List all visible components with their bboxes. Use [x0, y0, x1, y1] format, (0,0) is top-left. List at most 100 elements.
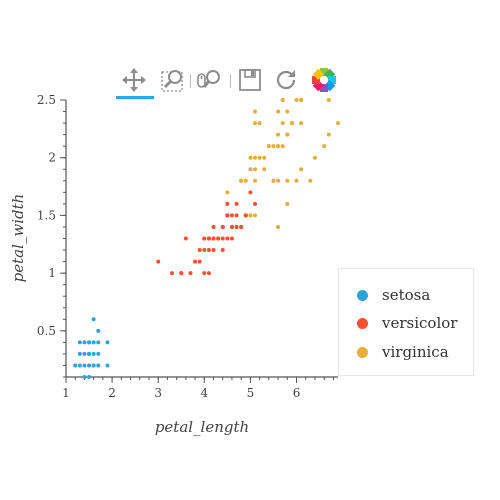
- save-tool-button[interactable]: [236, 66, 264, 94]
- point-setosa: [77, 340, 82, 345]
- point-versicolor: [220, 236, 225, 241]
- point-virginica: [253, 178, 258, 183]
- save-icon: [239, 69, 261, 91]
- point-virginica: [276, 132, 281, 137]
- point-versicolor: [243, 213, 248, 218]
- point-virginica: [276, 109, 281, 114]
- point-virginica: [253, 121, 258, 126]
- point-versicolor: [229, 213, 234, 218]
- point-virginica: [312, 155, 317, 160]
- y-tick-label: 1.5: [37, 208, 56, 222]
- point-virginica: [271, 144, 276, 149]
- point-versicolor: [202, 271, 207, 276]
- point-virginica: [299, 98, 304, 102]
- point-virginica: [248, 167, 253, 172]
- x-tick-label: 6: [293, 386, 301, 400]
- point-versicolor: [211, 248, 216, 253]
- point-virginica: [248, 213, 253, 218]
- reset-tool-button[interactable]: [272, 66, 300, 94]
- point-virginica: [225, 190, 230, 195]
- legend-item-setosa[interactable]: setosa: [357, 284, 430, 306]
- y-tick-label: 2: [48, 151, 56, 165]
- x-axis-label: petal_length: [155, 418, 249, 436]
- point-versicolor: [225, 213, 230, 218]
- legend-item-versicolor[interactable]: versicolor: [357, 312, 457, 334]
- x-tick-label: 5: [247, 386, 255, 400]
- bokeh-logo-icon: [312, 68, 336, 92]
- point-virginica: [280, 121, 285, 126]
- point-virginica: [336, 121, 340, 126]
- point-virginica: [294, 178, 299, 183]
- x-tick-label: 4: [200, 386, 208, 400]
- point-versicolor: [248, 190, 253, 195]
- toolbar-divider: [190, 74, 191, 88]
- point-setosa: [73, 363, 78, 368]
- point-versicolor: [179, 271, 184, 276]
- point-setosa: [87, 340, 92, 345]
- point-versicolor: [234, 213, 239, 218]
- point-versicolor: [229, 236, 234, 241]
- point-versicolor: [197, 248, 202, 253]
- point-versicolor: [197, 259, 202, 264]
- toolbar-divider: [230, 74, 231, 88]
- point-virginica: [262, 155, 267, 160]
- point-setosa: [96, 351, 101, 356]
- point-virginica: [326, 98, 331, 102]
- y-tick-label: 0.5: [37, 324, 56, 338]
- point-versicolor: [220, 248, 225, 253]
- point-virginica: [253, 155, 258, 160]
- point-setosa: [91, 340, 96, 345]
- point-setosa: [82, 351, 87, 356]
- point-versicolor: [183, 236, 188, 241]
- point-versicolor: [206, 248, 211, 253]
- data-points: [73, 98, 340, 379]
- point-versicolor: [253, 201, 258, 206]
- pan-tool-button[interactable]: [120, 66, 148, 94]
- legend-marker: [357, 317, 368, 329]
- point-virginica: [276, 178, 281, 183]
- point-versicolor: [229, 224, 234, 229]
- point-virginica: [276, 144, 281, 149]
- point-versicolor: [234, 224, 239, 229]
- point-virginica: [322, 144, 327, 149]
- point-virginica: [271, 178, 276, 183]
- point-setosa: [82, 375, 87, 379]
- point-setosa: [82, 340, 87, 345]
- point-setosa: [91, 351, 96, 356]
- point-virginica: [262, 167, 267, 172]
- point-versicolor: [211, 236, 216, 241]
- legend[interactable]: setosa versicolor virginica: [338, 268, 474, 376]
- point-versicolor: [156, 259, 161, 264]
- bokeh-logo-link[interactable]: [310, 66, 338, 94]
- wheel-zoom-tool-button[interactable]: [196, 66, 224, 94]
- y-axis-label: petal_width: [9, 194, 27, 283]
- point-virginica: [253, 109, 258, 114]
- legend-label: virginica: [382, 343, 449, 361]
- point-virginica: [248, 155, 253, 160]
- point-virginica: [326, 132, 331, 137]
- point-setosa: [91, 317, 96, 322]
- point-virginica: [280, 98, 285, 102]
- point-setosa: [91, 363, 96, 368]
- point-versicolor: [193, 259, 198, 264]
- point-versicolor: [225, 201, 230, 206]
- x-tick-label: 2: [108, 386, 116, 400]
- point-virginica: [289, 121, 294, 126]
- point-versicolor: [220, 224, 225, 229]
- legend-item-virginica[interactable]: virginica: [357, 341, 449, 363]
- legend-marker: [357, 346, 368, 358]
- box-zoom-tool-button[interactable]: [159, 66, 187, 94]
- legend-label: setosa: [382, 286, 431, 304]
- point-versicolor: [234, 201, 239, 206]
- point-versicolor: [188, 271, 193, 276]
- point-setosa: [105, 340, 110, 345]
- x-tick-label: 1: [62, 386, 70, 400]
- point-versicolor: [239, 224, 244, 229]
- wheel-zoom-icon: [197, 70, 220, 88]
- point-virginica: [257, 155, 262, 160]
- point-virginica: [285, 109, 290, 114]
- point-virginica: [253, 213, 258, 218]
- point-versicolor: [170, 271, 175, 276]
- pan-icon: [122, 68, 146, 92]
